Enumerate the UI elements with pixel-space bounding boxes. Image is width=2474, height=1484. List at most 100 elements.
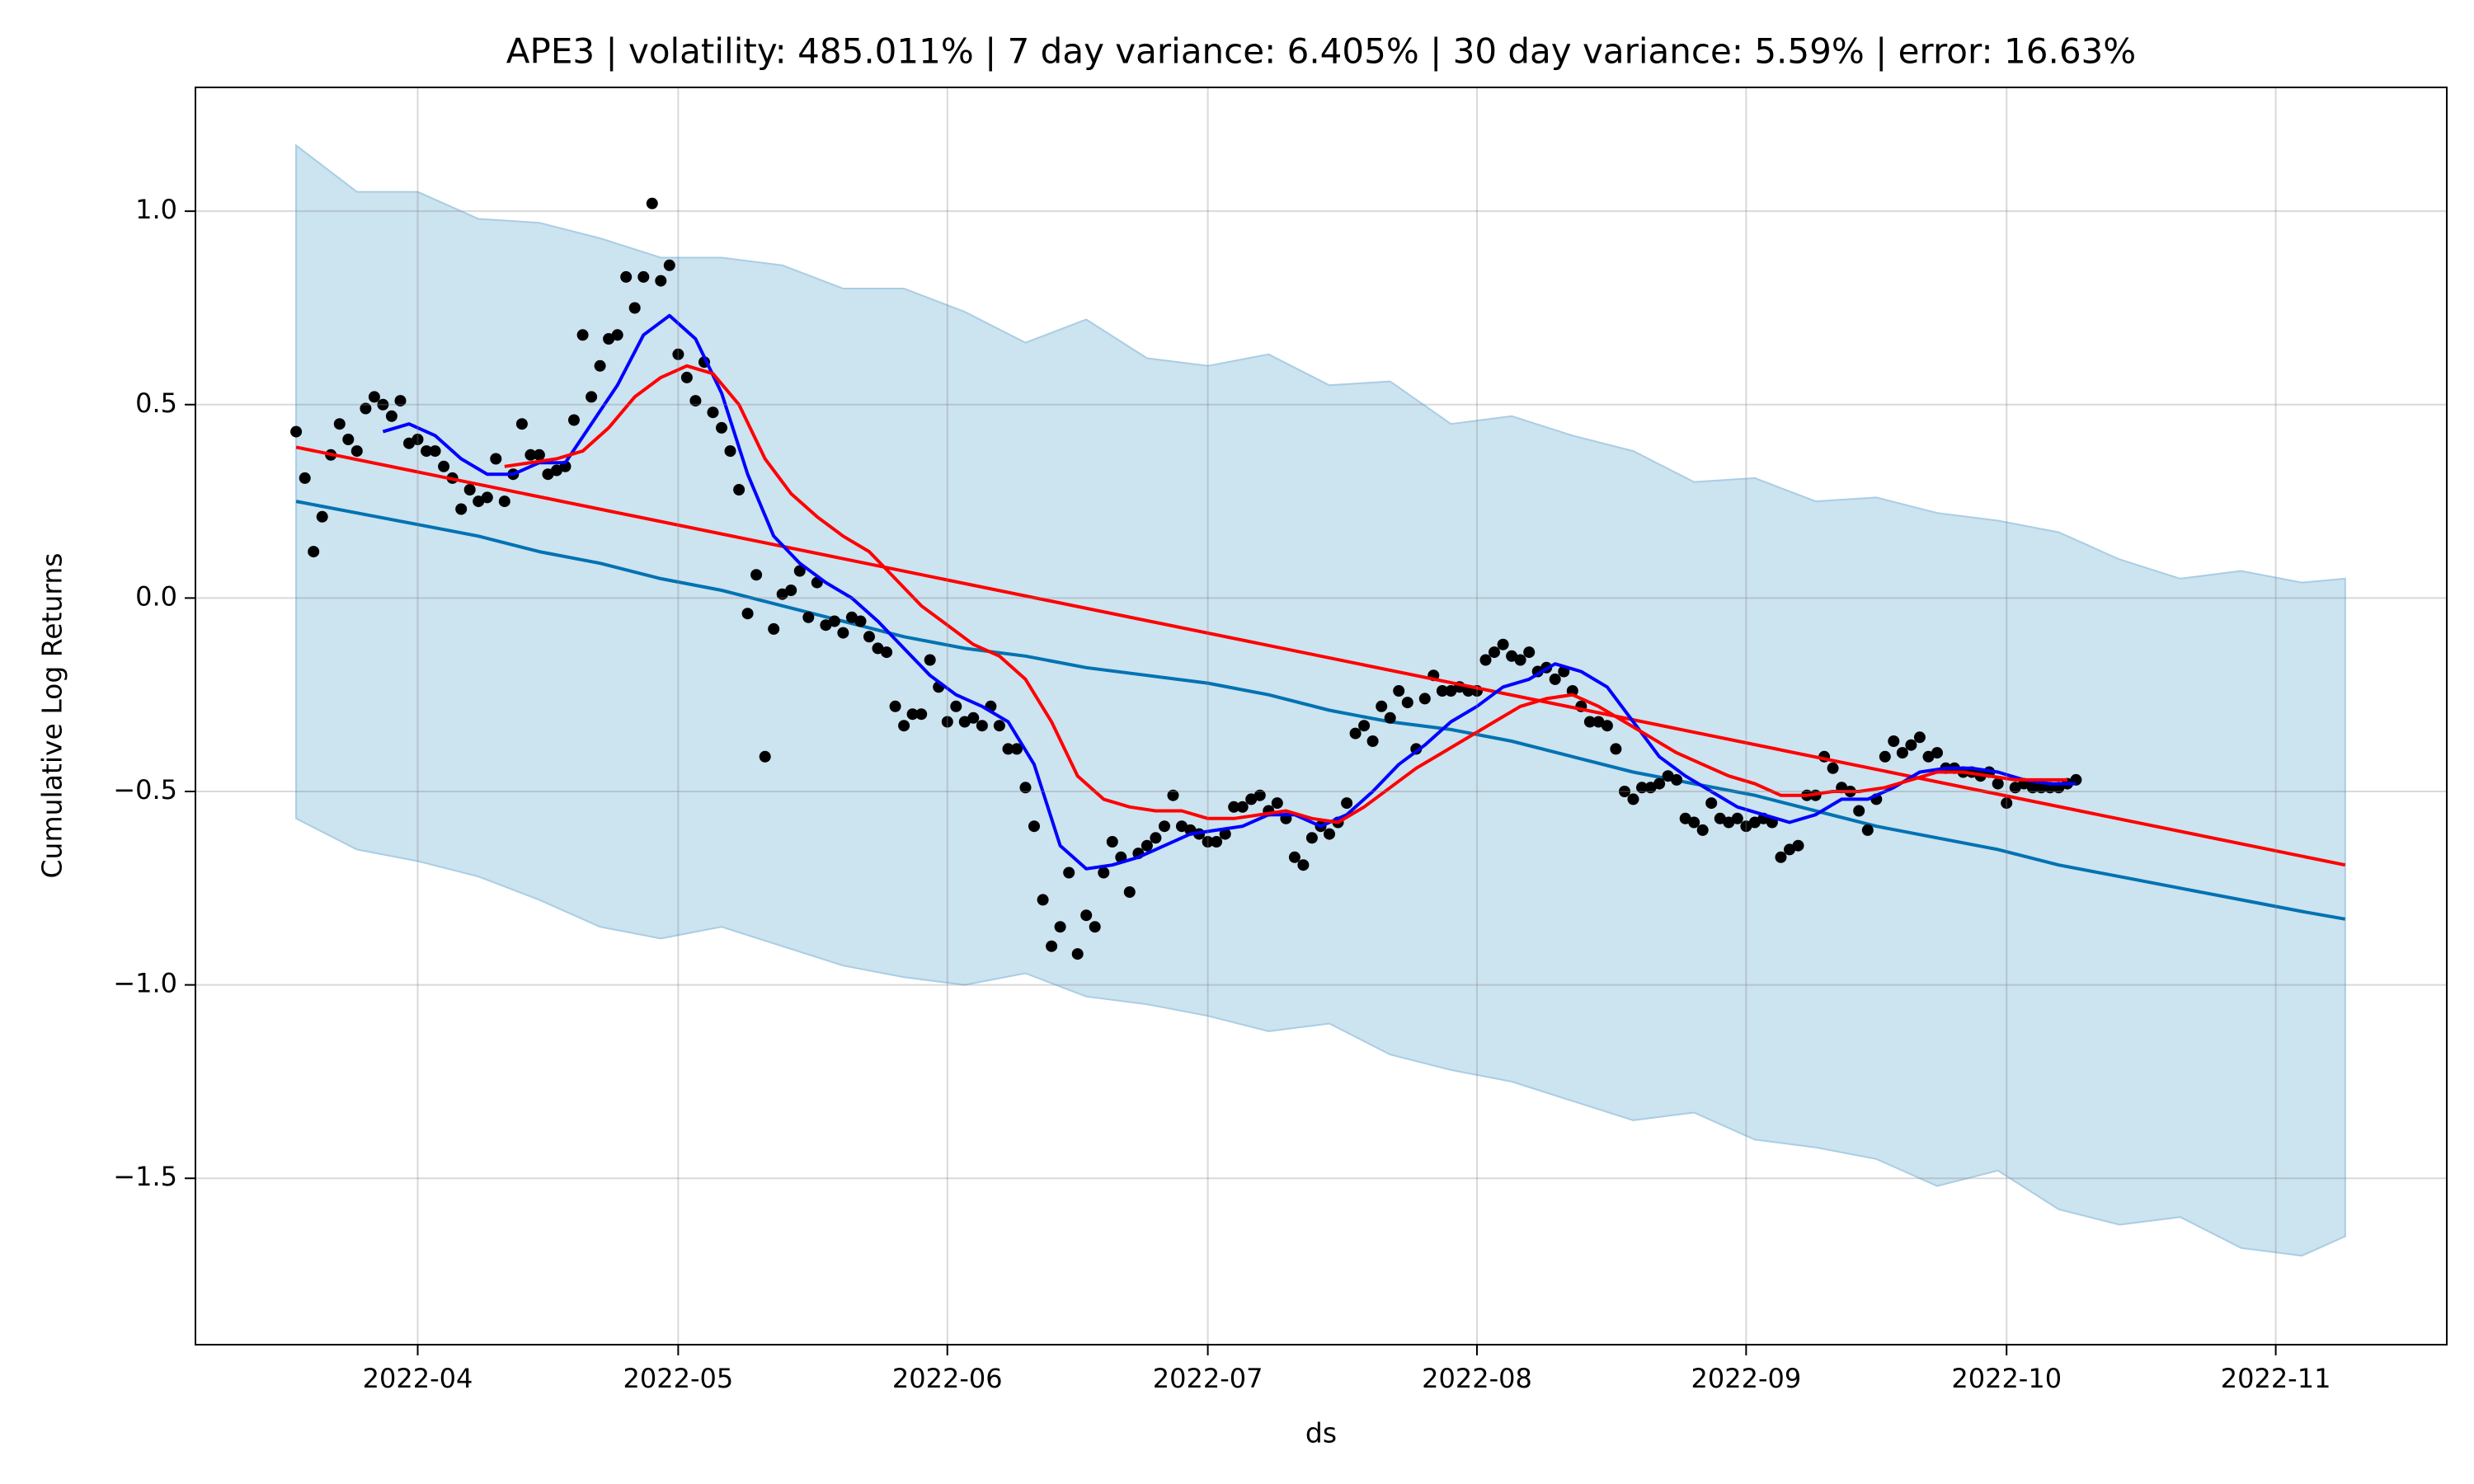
data-point — [716, 421, 727, 434]
data-point — [1123, 886, 1136, 898]
y-tick-label: −0.5 — [113, 774, 177, 805]
data-point — [785, 585, 797, 596]
y-axis-label: Cumulative Log Returns — [36, 553, 68, 879]
data-point — [1098, 866, 1110, 879]
data-point — [2001, 797, 2013, 810]
data-point — [1497, 638, 1509, 650]
data-point — [1349, 727, 1362, 740]
line — [504, 364, 2067, 824]
data-point — [724, 445, 736, 458]
data-point — [1523, 646, 1536, 659]
data-point — [1479, 654, 1492, 666]
data-point — [481, 491, 493, 504]
data-point — [655, 275, 667, 287]
x-tick-label: 2022-08 — [1422, 1363, 1532, 1394]
data-point — [412, 434, 424, 445]
data-point — [1019, 782, 1032, 794]
data-point — [759, 750, 771, 763]
data-point — [1714, 812, 1726, 824]
chart-title: APE3 | volatility: 485.011% | 7 day vari… — [506, 31, 2136, 72]
data-point — [1271, 797, 1283, 810]
data-point — [898, 720, 910, 732]
y-tick-label: −1.0 — [113, 968, 177, 999]
data-point — [1071, 948, 1084, 960]
data-point — [1627, 793, 1639, 805]
data-point — [1879, 750, 1891, 763]
data-point — [1002, 743, 1014, 755]
data-point — [1366, 735, 1379, 747]
x-tick-label: 2022-11 — [2221, 1363, 2331, 1394]
data-point — [1592, 716, 1605, 728]
data-point — [1896, 747, 1908, 759]
data-point — [793, 565, 806, 577]
data-point — [707, 406, 719, 419]
data-point — [1610, 743, 1622, 755]
data-point — [1905, 739, 1917, 751]
line — [295, 500, 2346, 921]
data-point — [1080, 909, 1093, 922]
x-tick-label: 2022-10 — [1951, 1363, 2062, 1394]
data-point — [2035, 782, 2048, 794]
data-point — [872, 642, 884, 655]
data-point — [646, 197, 658, 209]
x-axis-label: ds — [1305, 1417, 1337, 1449]
x-tick-label: 2022-07 — [1153, 1363, 1263, 1394]
data-point — [1305, 832, 1318, 844]
data-point — [368, 391, 380, 403]
data-point — [1619, 786, 1630, 797]
data-point — [1775, 851, 1787, 863]
data-point — [941, 716, 953, 728]
data-point — [1341, 797, 1353, 810]
data-point — [1653, 777, 1666, 790]
data-point — [1376, 700, 1388, 712]
data-point — [1011, 743, 1023, 755]
data-point — [620, 270, 633, 283]
data-point — [637, 270, 650, 283]
data-point — [490, 453, 502, 465]
data-point — [958, 716, 971, 728]
data-point — [1662, 770, 1674, 782]
data-point — [438, 460, 450, 472]
data-point — [768, 622, 780, 635]
data-point — [680, 371, 693, 383]
data-point — [1401, 697, 1413, 709]
data-point — [360, 402, 372, 415]
y-tick-label: −1.5 — [113, 1161, 177, 1192]
data-point — [1644, 782, 1657, 794]
data-point — [1046, 940, 1058, 952]
y-tick-label: 1.0 — [135, 194, 177, 225]
data-point — [1028, 820, 1040, 833]
data-point — [845, 611, 858, 623]
data-point — [1861, 824, 1874, 836]
data-point — [377, 398, 389, 411]
data-point — [924, 654, 936, 666]
data-point — [1436, 685, 1448, 697]
data-point — [1089, 921, 1101, 933]
data-point — [672, 348, 684, 360]
data-point — [473, 495, 485, 508]
data-point — [1723, 816, 1735, 829]
data-point — [1063, 866, 1075, 879]
data-point — [1176, 820, 1188, 833]
data-point — [394, 395, 407, 407]
data-point — [1583, 716, 1596, 728]
data-point — [1418, 693, 1431, 705]
x-tick-label: 2022-06 — [892, 1363, 1003, 1394]
data-point — [1748, 816, 1761, 829]
data-point — [1688, 816, 1700, 829]
data-point — [1696, 824, 1709, 836]
data-point — [290, 425, 303, 438]
data-point — [1054, 921, 1066, 933]
y-tick-label: 0.5 — [135, 387, 177, 419]
data-point — [524, 448, 537, 461]
data-point — [741, 608, 754, 620]
data-point — [1384, 711, 1396, 724]
line — [382, 313, 2077, 871]
data-point — [316, 510, 328, 523]
data-point — [1297, 859, 1310, 871]
data-point — [568, 414, 580, 426]
data-point — [802, 611, 815, 623]
data-point — [1792, 839, 1804, 852]
